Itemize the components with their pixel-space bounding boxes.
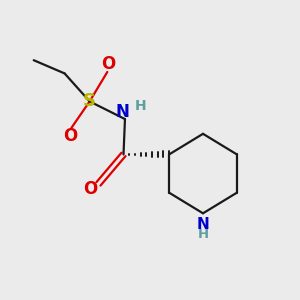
Text: O: O [63, 127, 77, 145]
Text: H: H [134, 99, 146, 113]
Text: S: S [83, 92, 96, 110]
Text: H: H [198, 228, 209, 241]
Text: O: O [83, 180, 98, 198]
Text: O: O [101, 55, 115, 73]
Text: N: N [196, 217, 209, 232]
Text: N: N [116, 103, 130, 121]
